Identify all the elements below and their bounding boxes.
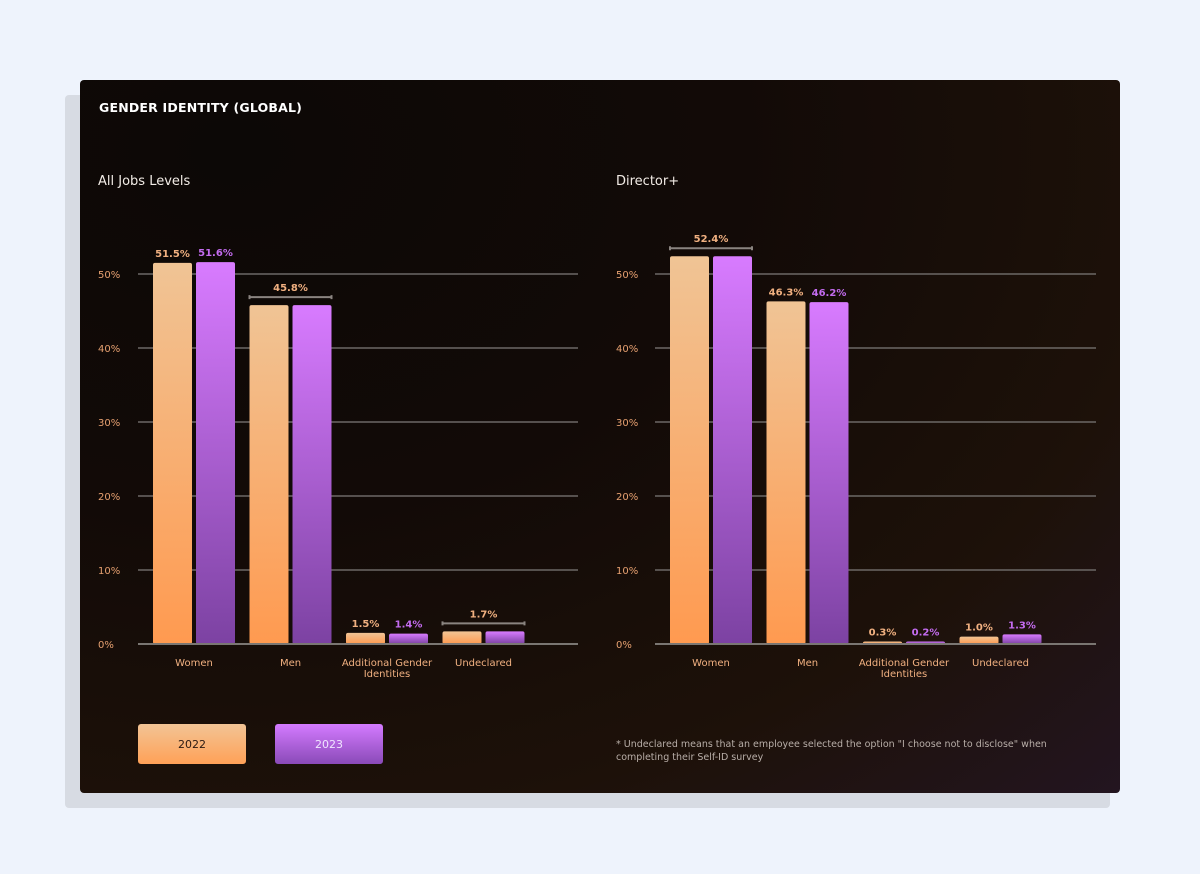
combined-bracket (441, 621, 526, 626)
category-label: Women (175, 658, 213, 669)
footnote: * Undeclared means that an employee sele… (616, 739, 1047, 763)
y-tick-label: 10% (98, 566, 120, 577)
y-tick-label: 30% (616, 418, 638, 429)
y-tick-label: 50% (98, 270, 120, 281)
y-tick-label: 30% (98, 418, 120, 429)
bar-2023 (196, 262, 235, 644)
y-tick-label: 10% (616, 566, 638, 577)
y-tick-label: 50% (616, 270, 638, 281)
data-label: 0.2% (912, 628, 940, 639)
combined-bracket (248, 295, 333, 300)
data-label: 1.0% (965, 623, 993, 634)
category-label: Identities (881, 669, 928, 680)
legend-2023: 2023 (275, 724, 383, 764)
data-label: 0.3% (869, 628, 897, 639)
bar-2023 (713, 256, 752, 644)
y-tick-label: 0% (616, 640, 632, 651)
bar-2022 (153, 262, 192, 644)
legend-2022: 2022 (138, 724, 246, 764)
data-label: 1.7% (470, 609, 498, 620)
data-label: 52.4% (694, 234, 729, 245)
y-tick-label: 20% (98, 492, 120, 503)
bar-2022 (442, 631, 482, 644)
bar-2023 (485, 631, 525, 644)
category-label: Women (692, 658, 730, 669)
category-label: Undeclared (972, 658, 1029, 669)
category-label: Additional Gender (859, 658, 950, 669)
bar-2022 (249, 305, 289, 644)
data-label: 1.3% (1008, 620, 1036, 631)
data-label: 51.6% (198, 248, 233, 259)
bar-2023 (292, 305, 332, 644)
y-tick-label: 40% (616, 344, 638, 355)
bar-2022 (959, 636, 999, 644)
y-tick-label: 40% (98, 344, 120, 355)
data-label: 51.5% (155, 249, 190, 260)
chart-card: GENDER IDENTITY (GLOBAL) All Jobs Levels… (80, 80, 1120, 793)
category-label: Men (797, 658, 818, 669)
category-label: Additional Gender (342, 658, 433, 669)
combined-bracket (669, 246, 753, 251)
data-label: 1.4% (395, 620, 423, 631)
page-title: GENDER IDENTITY (GLOBAL) (99, 100, 303, 115)
bar-2023 (1002, 634, 1042, 644)
category-label: Men (280, 658, 301, 669)
bar-2023 (809, 302, 849, 644)
bar-charts: 0% 10% 20% 30% 40% 50% Women 51.5% 51.6% Men 45.8%… (98, 234, 1096, 680)
bar-2023 (389, 633, 428, 644)
category-label: Undeclared (455, 658, 512, 669)
bar-2022 (670, 256, 709, 644)
bar-2022 (346, 632, 385, 644)
chart-title-director: Director+ (616, 174, 680, 189)
data-label: 1.5% (352, 619, 380, 630)
y-tick-label: 20% (616, 492, 638, 503)
category-label: Identities (364, 669, 411, 680)
y-tick-label: 0% (98, 640, 114, 651)
data-label: 45.8% (273, 283, 308, 294)
data-label: 46.2% (812, 288, 847, 299)
bar-2022 (766, 301, 806, 644)
chart-title-all-jobs: All Jobs Levels (98, 174, 191, 189)
data-label: 46.3% (769, 287, 804, 298)
